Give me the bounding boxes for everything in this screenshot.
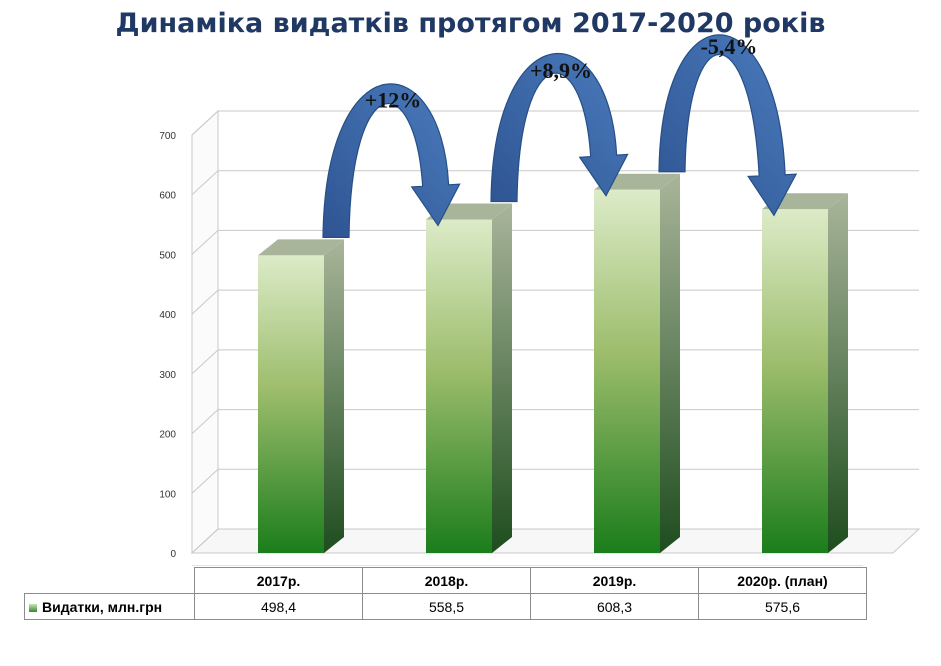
- change-arrow: [658, 34, 798, 217]
- gridlines: [191, 110, 919, 554]
- category-label: 2017р.: [194, 567, 363, 594]
- bar-side: [492, 203, 512, 553]
- bar: [426, 203, 512, 553]
- bar-side: [324, 239, 344, 553]
- y-tick-label: 400: [159, 310, 176, 321]
- gridline: [191, 409, 919, 434]
- bar: [258, 239, 344, 553]
- bar: [762, 193, 848, 553]
- data-label: 575,6: [698, 593, 867, 620]
- change-arrow: [490, 52, 629, 203]
- y-tick-label: 100: [159, 489, 176, 500]
- change-annotations: +12% +8,9% -5,4%: [365, 34, 758, 113]
- data-table: 2017р. 2018р. 2019р. 2020р. (план) Видат…: [24, 567, 867, 620]
- bars: [258, 173, 848, 553]
- gridline: [191, 349, 919, 375]
- y-tick-label: 0: [170, 549, 176, 560]
- change-annotation: +12%: [365, 87, 422, 112]
- gridline: [191, 528, 919, 554]
- gridline: [191, 110, 919, 136]
- data-label: 608,3: [530, 593, 699, 620]
- series-name: Видатки, млн.грн: [42, 598, 163, 615]
- gridline: [191, 229, 919, 255]
- gridline: [191, 289, 919, 315]
- chart-title: Динаміка видатків протягом 2017-2020 рок…: [115, 8, 826, 39]
- bar-front: [594, 189, 660, 553]
- bar-top: [258, 239, 344, 256]
- y-axis-ticks: 0 100 200 300 400 500 600 700: [159, 131, 176, 560]
- legend-key-swatch: [29, 603, 37, 612]
- y-tick-label: 600: [159, 191, 176, 202]
- legend-entry: Видатки, млн.грн: [24, 593, 195, 620]
- category-row: 2017р. 2018р. 2019р. 2020р. (план): [24, 567, 867, 594]
- table-corner-cell: [24, 567, 195, 594]
- change-arrows: [322, 34, 798, 238]
- data-label: 558,5: [362, 593, 531, 620]
- y-tick-label: 200: [159, 430, 176, 441]
- data-label: 498,4: [194, 593, 363, 620]
- bar: [594, 173, 680, 553]
- gridline: [191, 468, 919, 494]
- bar-front: [258, 255, 324, 553]
- category-label: 2019р.: [530, 567, 699, 594]
- series-row: Видатки, млн.грн 498,4 558,5 608,3 575,6: [24, 593, 867, 620]
- category-label: 2020р. (план): [698, 567, 867, 594]
- bar-chart-plot: 0 100 200 300 400 500 600 700 +12% +8,9% -5,4%: [159, 34, 921, 566]
- y-tick-label: 300: [159, 370, 176, 381]
- gridline: [191, 170, 919, 196]
- y-tick-label: 700: [159, 131, 176, 142]
- bar-side: [828, 193, 848, 553]
- change-annotation: -5,4%: [701, 34, 758, 59]
- change-annotation: +8,9%: [530, 58, 592, 83]
- category-label: 2018р.: [362, 567, 531, 594]
- side-wall: [191, 109, 219, 555]
- bar-side: [660, 173, 680, 553]
- bar-front: [762, 209, 828, 553]
- y-tick-label: 500: [159, 250, 176, 261]
- bar-front: [426, 219, 492, 553]
- change-arrow: [322, 83, 461, 238]
